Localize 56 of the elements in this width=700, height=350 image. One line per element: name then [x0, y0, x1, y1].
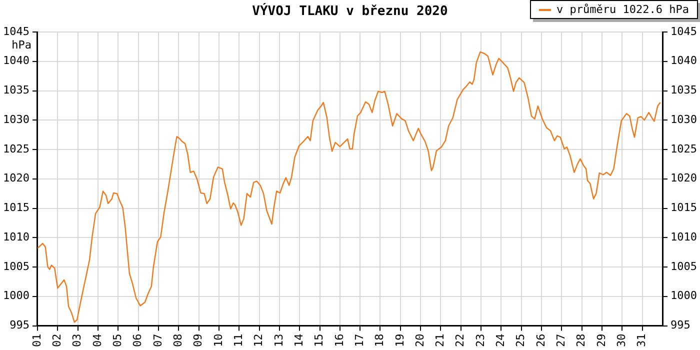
y-tick-label: 1000: [2, 289, 30, 302]
x-tick-label: 17: [352, 334, 366, 348]
y2-tick-label: 1045: [670, 24, 698, 38]
x-tick-label: 10: [212, 334, 225, 348]
y-tick-label: 1010: [2, 230, 30, 244]
x-tick-label: 07: [151, 334, 164, 348]
x-tick-label: 29: [594, 334, 608, 348]
x-tick-label: 09: [192, 334, 205, 348]
y-tick-label: 995: [10, 318, 30, 332]
y-tick-label: 1035: [2, 84, 30, 97]
x-tick-label: 21: [434, 334, 447, 348]
x-tick-label: 01: [30, 334, 44, 348]
x-tick-label: 11: [232, 334, 245, 348]
x-tick-label: 31: [635, 334, 648, 348]
x-tick-label: 23: [474, 334, 487, 348]
x-tick-label: 13: [272, 334, 286, 348]
y2-tick-label: 1025: [670, 142, 698, 156]
y2-tick-label: 995: [670, 318, 690, 332]
y2-tick-label: 1020: [670, 172, 698, 185]
y-tick-label: 1015: [2, 201, 30, 214]
x-tick-label: 27: [554, 334, 568, 348]
y-axis-title: hPa: [12, 38, 32, 52]
y2-tick-label: 1015: [670, 201, 698, 214]
x-tick-label: 28: [574, 334, 588, 348]
x-tick-label: 05: [110, 334, 124, 348]
x-tick-label: 06: [131, 334, 144, 348]
x-tick-label: 02: [50, 334, 64, 348]
y-tick-label: 1045: [2, 24, 30, 38]
y2-tick-label: 1005: [670, 260, 698, 273]
x-tick-label: 20: [413, 334, 426, 348]
y-tick-label: 1005: [2, 260, 30, 273]
x-tick-label: 30: [615, 334, 628, 348]
x-tick-label: 19: [393, 334, 406, 348]
y-tick-label: 1040: [2, 54, 30, 68]
y2-tick-label: 1010: [670, 230, 698, 244]
x-tick-label: 26: [534, 334, 548, 348]
x-tick-label: 16: [332, 334, 346, 348]
chart-title: VÝVOJ TLAKU v březnu 2020: [252, 4, 448, 19]
y2-tick-label: 1035: [670, 84, 698, 97]
legend-label: v průměru 1022.6 hPa: [556, 3, 689, 16]
x-tick-label: 03: [70, 334, 84, 348]
x-tick-label: 24: [494, 333, 508, 348]
x-tick-label: 22: [454, 334, 467, 348]
x-tick-label: 25: [514, 334, 528, 348]
x-tick-label: 04: [90, 333, 104, 348]
x-tick-label: 15: [312, 334, 326, 348]
x-tick-label: 14: [292, 333, 306, 348]
y-tick-label: 1025: [2, 142, 30, 156]
y2-tick-label: 1000: [670, 289, 698, 302]
y-tick-label: 1030: [2, 112, 30, 126]
x-tick-label: 12: [252, 334, 266, 348]
y-tick-label: 1020: [2, 172, 30, 185]
y2-tick-label: 1030: [670, 112, 698, 126]
y2-tick-label: 1040: [670, 54, 698, 68]
x-tick-label: 18: [373, 334, 386, 348]
x-tick-label: 08: [171, 334, 184, 348]
